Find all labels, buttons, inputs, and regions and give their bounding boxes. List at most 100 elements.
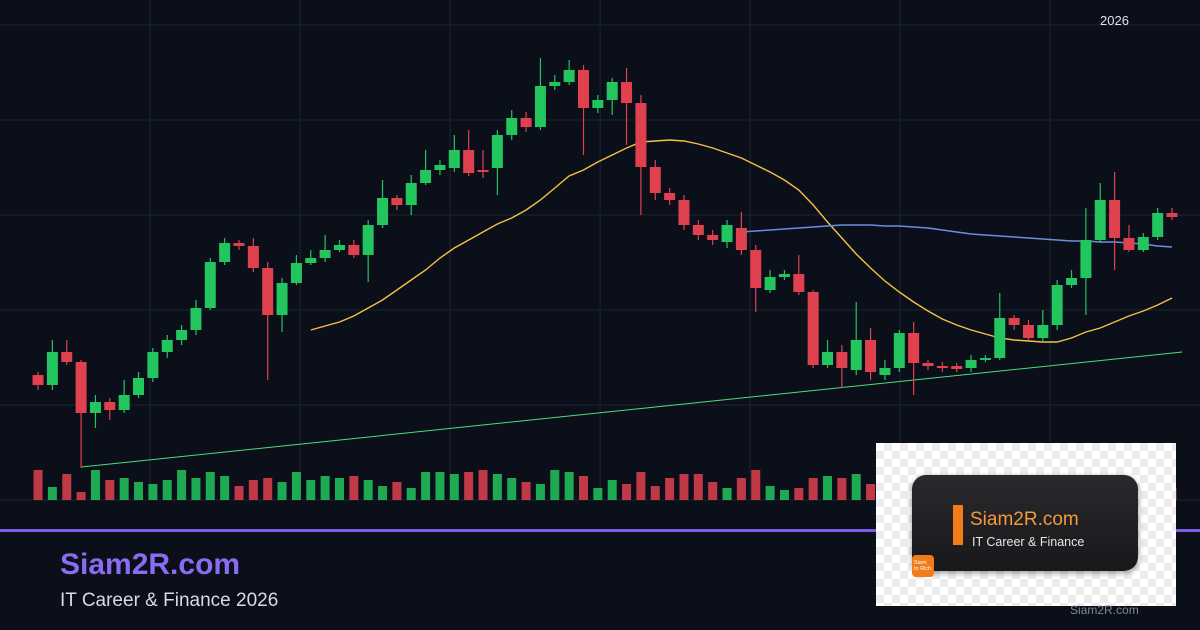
candle-body bbox=[420, 170, 432, 183]
volume-bar bbox=[119, 478, 129, 500]
logo-title: Siam2R.com bbox=[970, 509, 1079, 530]
badge-text: Siam bbox=[914, 560, 927, 566]
candle-body bbox=[247, 246, 259, 268]
logo-bar bbox=[953, 505, 963, 545]
volume-bar bbox=[334, 478, 344, 500]
candle-body bbox=[793, 274, 805, 292]
volume-bar bbox=[765, 486, 775, 500]
volume-bar bbox=[722, 488, 732, 500]
candle-body bbox=[563, 70, 575, 82]
volume-bar bbox=[794, 488, 804, 500]
candle-body bbox=[836, 352, 848, 368]
volume-bar bbox=[837, 478, 847, 500]
volume-bar bbox=[478, 470, 488, 500]
candle-body bbox=[305, 258, 317, 263]
volume-bar bbox=[263, 478, 273, 500]
logo-subtitle: IT Career & Finance bbox=[972, 535, 1085, 549]
volume-bar bbox=[320, 476, 330, 500]
volume-bar bbox=[349, 476, 359, 500]
candle-body bbox=[678, 200, 690, 225]
volume-bar bbox=[708, 482, 718, 500]
candle-body bbox=[1137, 237, 1149, 250]
candle-body bbox=[147, 352, 159, 378]
candle-body bbox=[1094, 200, 1106, 240]
candle-body bbox=[707, 235, 719, 240]
candle-body bbox=[1109, 200, 1121, 238]
candle-body bbox=[865, 340, 877, 372]
logo-card: Siam2R.com IT Career & Finance bbox=[912, 475, 1138, 571]
candle-body bbox=[635, 103, 647, 167]
volume-bar bbox=[435, 472, 445, 500]
volume-bar bbox=[808, 478, 818, 500]
volume-bar bbox=[779, 490, 789, 500]
volume-bar bbox=[105, 480, 115, 500]
volume-bar bbox=[90, 470, 100, 500]
candle-body bbox=[319, 250, 331, 258]
candle-body bbox=[1008, 318, 1020, 325]
candle-body bbox=[664, 193, 676, 200]
candle-body bbox=[764, 277, 776, 290]
candle-body bbox=[908, 333, 920, 363]
footer-title: Siam2R.com bbox=[60, 548, 241, 581]
volume-bar bbox=[593, 488, 603, 500]
candle-body bbox=[219, 243, 231, 262]
volume-bar bbox=[578, 476, 588, 500]
candle-body bbox=[448, 150, 460, 168]
candle-body bbox=[118, 395, 130, 410]
candle-body bbox=[262, 268, 274, 315]
candle-body bbox=[549, 82, 561, 86]
candle-body bbox=[893, 333, 905, 368]
candle-body bbox=[463, 150, 475, 173]
volume-bar bbox=[248, 480, 258, 500]
volume-bar bbox=[492, 474, 502, 500]
volume-bar bbox=[421, 472, 431, 500]
indicator-line bbox=[741, 224, 1173, 248]
candle-body bbox=[61, 352, 73, 362]
volume-bar bbox=[306, 480, 316, 500]
volume-bar bbox=[277, 482, 287, 500]
candle-body bbox=[176, 330, 188, 340]
volume-bar bbox=[736, 478, 746, 500]
volume-bar bbox=[205, 472, 215, 500]
volume-bar bbox=[751, 470, 761, 500]
candle-body bbox=[104, 402, 116, 410]
volume-bar bbox=[76, 492, 86, 500]
volume-bar bbox=[148, 484, 158, 500]
candle-body bbox=[1066, 278, 1078, 285]
volume-bar bbox=[191, 478, 201, 500]
badge-text: to Rich bbox=[914, 566, 932, 572]
candle-body bbox=[621, 82, 633, 103]
candle-body bbox=[692, 225, 704, 235]
candle-body bbox=[721, 225, 733, 242]
candle-body bbox=[807, 292, 819, 365]
candle-body bbox=[936, 366, 948, 368]
candle-body bbox=[822, 352, 834, 365]
indicator-line bbox=[81, 351, 1183, 468]
volume-bar bbox=[392, 482, 402, 500]
volume-bar bbox=[234, 486, 244, 500]
candle-body bbox=[850, 340, 862, 370]
candle-body bbox=[922, 363, 934, 366]
volume-bar bbox=[823, 476, 833, 500]
candle-body bbox=[405, 183, 417, 205]
volume-bar bbox=[220, 476, 230, 500]
logo-panel: Siam2R.com IT Career & Finance Siam to Ri… bbox=[876, 443, 1176, 606]
candle-body bbox=[649, 167, 661, 193]
candle-body bbox=[333, 245, 345, 250]
volume-bar bbox=[679, 474, 689, 500]
volume-bar bbox=[693, 474, 703, 500]
volume-bar bbox=[507, 478, 517, 500]
volume-bar bbox=[47, 487, 57, 500]
candle-body bbox=[75, 362, 87, 413]
candle-body bbox=[133, 378, 145, 395]
candle-body bbox=[1051, 285, 1063, 325]
candle-body bbox=[750, 250, 762, 288]
candle-body bbox=[233, 243, 245, 246]
volume-bar bbox=[550, 470, 560, 500]
candle-body bbox=[577, 70, 589, 108]
divider bbox=[0, 529, 1200, 532]
candle-body bbox=[391, 198, 403, 205]
volume-bar bbox=[62, 474, 72, 500]
volume-bar bbox=[33, 470, 43, 500]
volume-bar bbox=[622, 484, 632, 500]
